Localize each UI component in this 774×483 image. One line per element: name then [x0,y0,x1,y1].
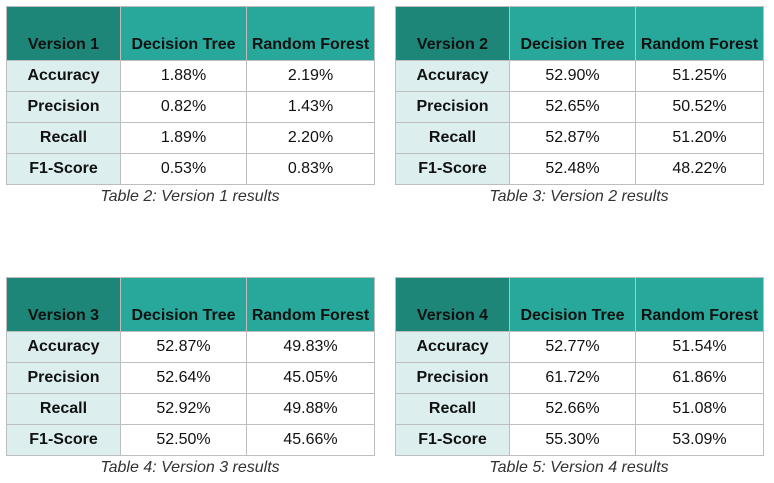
decision-tree-value: 52.50% [120,424,247,456]
metric-label: Accuracy [6,331,121,363]
metric-label: Accuracy [395,60,510,92]
table-row-accuracy: Accuracy 1.88% 2.19% [6,60,375,92]
metric-label: F1-Score [6,424,121,456]
random-forest-value: 2.19% [246,60,375,92]
random-forest-value: 51.54% [635,331,764,363]
decision-tree-value: 0.82% [120,91,247,123]
decision-tree-value: 52.66% [509,393,636,425]
table-row-precision: Precision 52.65% 50.52% [395,91,764,123]
metric-label: Precision [6,362,121,394]
table-row-accuracy: Accuracy 52.77% 51.54% [395,331,764,363]
table-row-f1-score: F1-Score 55.30% 53.09% [395,424,764,456]
random-forest-value: 51.20% [635,122,764,154]
results-table-version-4: Version 4 Decision Tree Random Forest Ac… [395,277,764,478]
table-row-precision: Precision 52.64% 45.05% [6,362,375,394]
table-caption: Table 4: Version 3 results [100,459,280,476]
decision-tree-value: 1.89% [120,122,247,154]
table-header-row: Version 1 Decision Tree Random Forest [6,6,375,61]
decision-tree-value: 52.77% [509,331,636,363]
version-header: Version 2 [395,6,510,61]
random-forest-value: 50.52% [635,91,764,123]
random-forest-value: 45.05% [246,362,375,394]
table-caption: Table 2: Version 1 results [100,188,280,205]
decision-tree-value: 61.72% [509,362,636,394]
decision-tree-header: Decision Tree [509,277,636,332]
results-table: Version 1 Decision Tree Random Forest Ac… [6,6,375,185]
metric-label: Precision [395,362,510,394]
random-forest-value: 1.43% [246,91,375,123]
metric-label: Precision [395,91,510,123]
table-row-accuracy: Accuracy 52.87% 49.83% [6,331,375,363]
decision-tree-header: Decision Tree [120,277,247,332]
random-forest-value: 51.08% [635,393,764,425]
results-table: Version 4 Decision Tree Random Forest Ac… [395,277,764,456]
table-header-row: Version 2 Decision Tree Random Forest [395,6,764,61]
random-forest-header: Random Forest [246,6,375,61]
results-table-version-2: Version 2 Decision Tree Random Forest Ac… [395,6,764,207]
version-header: Version 1 [6,6,121,61]
table-row-precision: Precision 61.72% 61.86% [395,362,764,394]
table-row-recall: Recall 1.89% 2.20% [6,122,375,154]
metric-label: Precision [6,91,121,123]
results-table: Version 2 Decision Tree Random Forest Ac… [395,6,764,185]
decision-tree-value: 52.87% [509,122,636,154]
decision-tree-value: 0.53% [120,153,247,185]
results-table-version-1: Version 1 Decision Tree Random Forest Ac… [6,6,375,207]
random-forest-value: 49.83% [246,331,375,363]
random-forest-header: Random Forest [635,277,764,332]
decision-tree-value: 55.30% [509,424,636,456]
results-table: Version 3 Decision Tree Random Forest Ac… [6,277,375,456]
decision-tree-value: 52.48% [509,153,636,185]
decision-tree-header: Decision Tree [509,6,636,61]
random-forest-value: 49.88% [246,393,375,425]
results-table-version-3: Version 3 Decision Tree Random Forest Ac… [6,277,375,478]
decision-tree-value: 52.64% [120,362,247,394]
metric-label: F1-Score [6,153,121,185]
metric-label: Recall [6,122,121,154]
table-header-row: Version 4 Decision Tree Random Forest [395,277,764,332]
random-forest-header: Random Forest [246,277,375,332]
random-forest-header: Random Forest [635,6,764,61]
random-forest-value: 61.86% [635,362,764,394]
random-forest-value: 0.83% [246,153,375,185]
decision-tree-header: Decision Tree [120,6,247,61]
metric-label: Accuracy [395,331,510,363]
decision-tree-value: 52.90% [509,60,636,92]
metric-label: F1-Score [395,153,510,185]
metric-label: Recall [395,122,510,154]
table-row-f1-score: F1-Score 0.53% 0.83% [6,153,375,185]
table-caption: Table 5: Version 4 results [489,459,669,476]
table-row-recall: Recall 52.92% 49.88% [6,393,375,425]
decision-tree-value: 52.87% [120,331,247,363]
table-caption: Table 3: Version 2 results [489,188,669,205]
table-row-recall: Recall 52.87% 51.20% [395,122,764,154]
version-header: Version 3 [6,277,121,332]
metric-label: Recall [395,393,510,425]
decision-tree-value: 52.65% [509,91,636,123]
table-row-f1-score: F1-Score 52.48% 48.22% [395,153,764,185]
random-forest-value: 51.25% [635,60,764,92]
random-forest-value: 2.20% [246,122,375,154]
table-row-f1-score: F1-Score 52.50% 45.66% [6,424,375,456]
version-header: Version 4 [395,277,510,332]
random-forest-value: 45.66% [246,424,375,456]
table-row-recall: Recall 52.66% 51.08% [395,393,764,425]
table-header-row: Version 3 Decision Tree Random Forest [6,277,375,332]
decision-tree-value: 52.92% [120,393,247,425]
random-forest-value: 48.22% [635,153,764,185]
table-row-precision: Precision 0.82% 1.43% [6,91,375,123]
metric-label: F1-Score [395,424,510,456]
metric-label: Recall [6,393,121,425]
table-row-accuracy: Accuracy 52.90% 51.25% [395,60,764,92]
random-forest-value: 53.09% [635,424,764,456]
decision-tree-value: 1.88% [120,60,247,92]
metric-label: Accuracy [6,60,121,92]
